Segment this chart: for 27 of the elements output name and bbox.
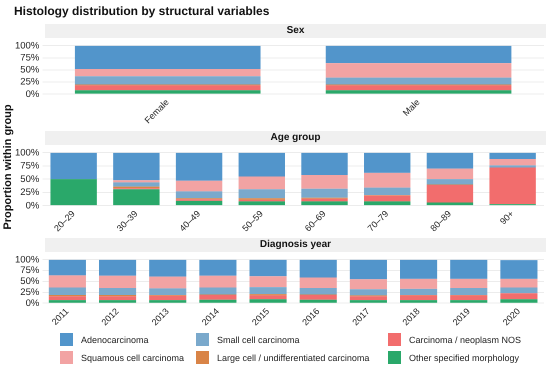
y-tick-label: 75% — [20, 265, 40, 276]
y-tick-label: 25% — [20, 76, 40, 88]
y-tick-label: 100% — [14, 40, 40, 52]
y-tick-label: 75% — [20, 52, 40, 64]
chart-subtitle: Sex — [45, 24, 546, 38]
y-axis-title: Proportion within group — [2, 103, 14, 232]
y-tick-label: 0% — [26, 88, 40, 100]
y-tick-label: 0% — [26, 298, 40, 309]
y-tick-label: 50% — [20, 276, 40, 288]
legend-label: Other specified morphology — [409, 352, 520, 362]
y-tick-label: 75% — [20, 160, 40, 172]
y-tick-label: 50% — [20, 64, 40, 76]
legend-label: Small cell carcinoma — [217, 334, 300, 344]
y-tick-label: 50% — [20, 174, 40, 185]
y-tick-label: 25% — [20, 286, 40, 298]
legend-label: Large cell / undifferentiated carcinoma — [217, 352, 370, 362]
legend-label: Adenocarcinoma — [81, 334, 149, 344]
y-tick-label: 100% — [14, 254, 40, 266]
chart-subtitle: Age group — [45, 131, 546, 145]
y-tick-label: 25% — [20, 187, 40, 198]
x-tick-label: 90+ — [498, 208, 516, 226]
legend-label: Squamous cell carcinoma — [81, 352, 184, 362]
legend-label: Carcinoma / neoplasm NOS — [409, 334, 522, 344]
chart-title: Histology distribution by structural variables — [14, 4, 270, 18]
y-tick-label: 0% — [26, 200, 40, 212]
y-tick-label: 100% — [14, 147, 40, 158]
chart-subtitle: Diagnosis year — [45, 238, 546, 252]
